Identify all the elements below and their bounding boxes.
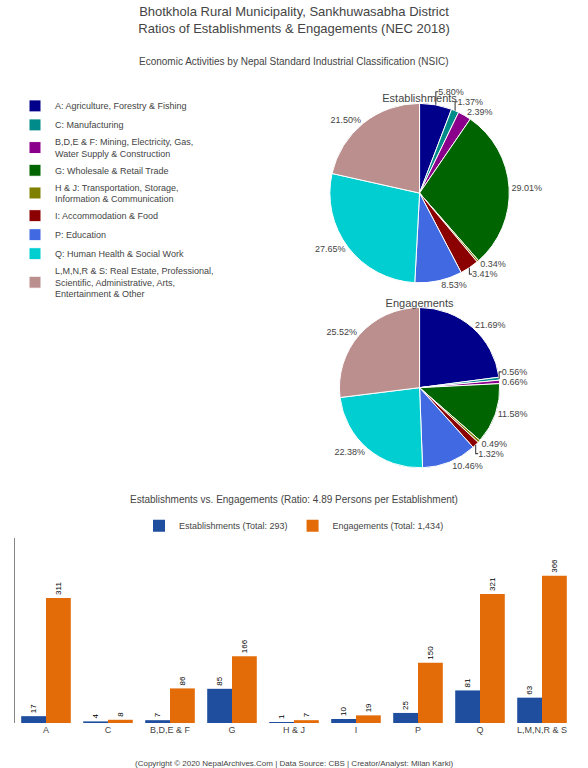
svg-text:0.56%: 0.56%	[502, 367, 528, 377]
svg-text:Establishments: Establishments	[382, 92, 457, 104]
svg-text:A: Agriculture, Forestry & Fis: A: Agriculture, Forestry & Fishing	[55, 101, 187, 111]
svg-text:7: 7	[153, 712, 162, 717]
svg-text:L,M,N,R & S: Real Estate, Prof: L,M,N,R & S: Real Estate, Professional,S…	[55, 266, 214, 299]
svg-text:A: A	[43, 725, 49, 735]
svg-text:10.46%: 10.46%	[452, 461, 483, 471]
svg-text:366: 366	[550, 559, 559, 573]
svg-text:21.69%: 21.69%	[475, 320, 506, 330]
svg-text:B,D,E & F: Mining, Electricity: B,D,E & F: Mining, Electricity, Gas,Wate…	[55, 137, 193, 159]
svg-text:8.53%: 8.53%	[441, 280, 467, 290]
svg-text:1.32%: 1.32%	[478, 449, 504, 459]
svg-text:C: Manufacturing: C: Manufacturing	[55, 120, 124, 130]
svg-text:P: P	[415, 725, 421, 735]
svg-text:321: 321	[488, 577, 497, 591]
svg-text:4: 4	[91, 713, 100, 718]
svg-text:166: 166	[240, 639, 249, 653]
svg-text:Establishments (Total: 293): Establishments (Total: 293)	[179, 521, 288, 531]
svg-text:19: 19	[364, 703, 373, 712]
svg-text:311: 311	[54, 582, 63, 595]
svg-text:Economic Activities by Nepal S: Economic Activities by Nepal Standard In…	[139, 56, 449, 67]
svg-text:I: Accommodation & Food: I: Accommodation & Food	[55, 211, 158, 221]
svg-text:21.50%: 21.50%	[330, 115, 361, 125]
svg-text:27.65%: 27.65%	[315, 244, 346, 254]
svg-text:L,M,N,R & S: L,M,N,R & S	[517, 725, 567, 735]
svg-text:C: C	[105, 725, 112, 735]
svg-text:0.66%: 0.66%	[502, 377, 528, 387]
svg-text:0.49%: 0.49%	[482, 439, 508, 449]
svg-text:Engagements (Total: 1,434): Engagements (Total: 1,434)	[333, 521, 444, 531]
svg-text:81: 81	[463, 678, 472, 687]
svg-text:Q: Q	[476, 725, 483, 735]
svg-text:25: 25	[401, 700, 410, 709]
svg-text:85: 85	[215, 676, 224, 685]
svg-text:25.52%: 25.52%	[326, 327, 357, 337]
svg-text:P: Education: P: Education	[55, 230, 106, 240]
svg-text:Q: Human Health & Social Work: Q: Human Health & Social Work	[55, 249, 184, 259]
svg-text:H & J: H & J	[283, 725, 305, 735]
svg-text:63: 63	[525, 685, 534, 694]
svg-text:22.38%: 22.38%	[335, 447, 366, 457]
svg-text:10: 10	[339, 707, 348, 716]
svg-text:Establishments vs. Engagements: Establishments vs. Engagements (Ratio: 4…	[130, 494, 458, 505]
svg-text:3.41%: 3.41%	[472, 269, 498, 279]
svg-text:17: 17	[29, 704, 38, 713]
svg-text:G: G	[228, 725, 235, 735]
svg-text:2.39%: 2.39%	[467, 107, 493, 117]
svg-text:G: Wholesale & Retail Trade: G: Wholesale & Retail Trade	[55, 166, 169, 176]
svg-text:H & J: Transportation, Storage: H & J: Transportation, Storage,Informati…	[55, 183, 179, 205]
svg-text:B,D,E & F: B,D,E & F	[150, 725, 191, 735]
svg-text:Engagements: Engagements	[386, 297, 454, 309]
svg-text:8: 8	[116, 712, 125, 717]
svg-text:86: 86	[178, 676, 187, 685]
svg-text:Bhotkhola Rural Municipality,: Bhotkhola Rural Municipality, Sankhuwasa…	[138, 4, 449, 36]
svg-text:I: I	[355, 725, 358, 735]
svg-text:1: 1	[277, 714, 286, 719]
svg-text:7: 7	[302, 712, 311, 717]
svg-text:1.37%: 1.37%	[458, 97, 484, 107]
svg-text:5.80%: 5.80%	[438, 87, 464, 97]
svg-text:29.01%: 29.01%	[512, 183, 543, 193]
svg-text:0.34%: 0.34%	[480, 259, 506, 269]
svg-text:11.58%: 11.58%	[498, 409, 528, 419]
svg-text:150: 150	[426, 646, 435, 660]
svg-text:(Copyright © 2020 NepalArchive: (Copyright © 2020 NepalArchives.Com | Da…	[135, 759, 454, 768]
